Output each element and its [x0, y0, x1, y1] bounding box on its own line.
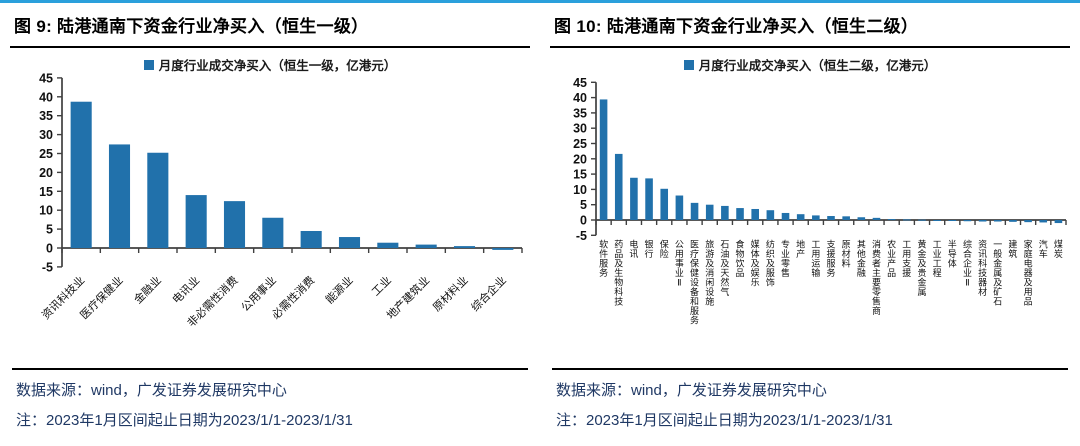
svg-text:35: 35 — [573, 106, 587, 120]
svg-text:黄金及贵金属: 黄金及贵金属 — [917, 238, 926, 296]
svg-text:地产: 地产 — [796, 238, 805, 258]
svg-text:半导体: 半导体 — [948, 238, 957, 268]
figure-10-title: 图 10: 陆港通南下资金行业净买入（恒生二级） — [550, 10, 1070, 48]
figure-9-footer: 数据来源：wind，广发证券发展研究中心 注：2023年1月区间起止日期为202… — [12, 368, 528, 430]
svg-text:5: 5 — [580, 198, 587, 212]
svg-text:医疗保健设备和服务: 医疗保健设备和服务 — [690, 239, 699, 325]
bars — [599, 99, 1063, 224]
figure-panel-10: 图 10: 陆港通南下资金行业净买入（恒生二级） 月度行业成交净买入（恒生二级，… — [540, 3, 1080, 430]
figure-panels: 图 9: 陆港通南下资金行业净买入（恒生一级） 月度行业成交净买入（恒生一级，亿… — [0, 3, 1080, 430]
svg-text:工业: 工业 — [369, 274, 394, 299]
figure-10-legend: 月度行业成交净买入（恒生二级，亿港元） — [550, 55, 1070, 74]
figure-9-chart-area: 月度行业成交净买入（恒生一级，亿港元） 45 40 35 30 25 20 15 10 5 0 -5… — [10, 48, 530, 366]
svg-text:25: 25 — [573, 137, 587, 151]
svg-text:0: 0 — [46, 242, 53, 256]
svg-text:原材料业: 原材料业 — [430, 273, 471, 314]
svg-text:保险: 保险 — [660, 238, 669, 258]
svg-text:公用事业: 公用事业 — [239, 274, 279, 314]
figure-10-source: 数据来源：wind，广发证券发展研究中心 — [556, 382, 827, 399]
svg-text:银行: 银行 — [645, 238, 654, 258]
svg-text:40: 40 — [39, 90, 53, 104]
figure-10-chart-area: 月度行业成交净买入（恒生二级，亿港元） 45 40 35 30 25 20 15 10 5 0 -5… — [550, 48, 1070, 366]
svg-text:45: 45 — [39, 71, 53, 85]
svg-text:45: 45 — [573, 76, 587, 90]
figure-9-source: 数据来源：wind，广发证券发展研究中心 — [16, 382, 287, 399]
svg-text:电讯业: 电讯业 — [170, 274, 203, 307]
svg-text:石油及天然气: 石油及天然气 — [720, 239, 729, 296]
svg-text:农业产品: 农业产品 — [887, 238, 896, 277]
figure-9-title: 图 9: 陆港通南下资金行业净买入（恒生一级） — [10, 10, 530, 48]
axes — [61, 77, 522, 267]
svg-text:金融业: 金融业 — [131, 273, 164, 306]
svg-text:资讯科技器材: 资讯科技器材 — [978, 239, 987, 296]
svg-text:10: 10 — [39, 204, 53, 218]
figure-panel-9: 图 9: 陆港通南下资金行业净买入（恒生一级） 月度行业成交净买入（恒生一级，亿… — [0, 3, 540, 430]
svg-text:工用支援: 工用支援 — [902, 239, 911, 277]
svg-text:药品及生物科技: 药品及生物科技 — [614, 239, 623, 306]
svg-text:建筑: 建筑 — [1008, 238, 1017, 258]
svg-text:汽车: 汽车 — [1039, 238, 1048, 258]
svg-text:食物饮品: 食物饮品 — [736, 238, 745, 277]
figure-10-footer: 数据来源：wind，广发证券发展研究中心 注：2023年1月区间起止日期为202… — [552, 368, 1068, 430]
legend-square-icon — [683, 59, 694, 70]
svg-text:-5: -5 — [576, 229, 587, 243]
svg-text:纺织及服饰: 纺织及服饰 — [766, 238, 775, 287]
svg-text:20: 20 — [573, 152, 587, 166]
svg-text:25: 25 — [39, 147, 53, 161]
svg-text:消费者主要零售商: 消费者主要零售商 — [872, 238, 881, 315]
svg-text:工用运输: 工用运输 — [811, 239, 820, 277]
svg-text:专业零售: 专业零售 — [781, 238, 790, 277]
bars — [70, 101, 514, 250]
svg-text:原材料: 原材料 — [842, 239, 851, 268]
svg-text:能源业: 能源业 — [322, 273, 355, 306]
svg-text:其他金融: 其他金融 — [857, 239, 866, 277]
figure-9-legend-label: 月度行业成交净买入（恒生一级，亿港元） — [158, 59, 397, 73]
svg-text:一般金属及矿石: 一般金属及矿石 — [993, 239, 1002, 306]
svg-text:20: 20 — [39, 166, 53, 180]
svg-text:综合企业: 综合企业 — [468, 273, 509, 314]
svg-text:30: 30 — [39, 128, 53, 142]
svg-text:软件服务: 软件服务 — [599, 238, 608, 277]
svg-text:电讯: 电讯 — [629, 238, 638, 258]
figure-9-legend: 月度行业成交净买入（恒生一级，亿港元） — [10, 55, 530, 74]
svg-text:-5: -5 — [42, 260, 53, 274]
svg-text:家庭电器及用品: 家庭电器及用品 — [1024, 238, 1033, 306]
legend-square-icon — [143, 59, 154, 70]
svg-text:35: 35 — [39, 109, 53, 123]
svg-text:40: 40 — [573, 91, 587, 105]
svg-text:0: 0 — [580, 214, 587, 228]
svg-text:30: 30 — [573, 122, 587, 136]
svg-text:支援服务: 支援服务 — [826, 238, 835, 277]
svg-text:15: 15 — [573, 168, 587, 182]
figure-9-note: 注：2023年1月区间起止日期为2023/1/1-2023/1/31 — [16, 412, 353, 429]
svg-text:旅游及消闲设施: 旅游及消闲设施 — [705, 238, 714, 306]
svg-text:5: 5 — [46, 223, 53, 237]
figure-10-note: 注：2023年1月区间起止日期为2023/1/1-2023/1/31 — [556, 412, 893, 429]
svg-text:工业工程: 工业工程 — [933, 239, 942, 277]
svg-text:媒体及娱乐: 媒体及娱乐 — [751, 239, 760, 287]
svg-text:15: 15 — [39, 185, 53, 199]
svg-text:煤炭: 煤炭 — [1054, 238, 1063, 258]
top-accent-line — [0, 0, 1080, 3]
figure-10-legend-label: 月度行业成交净买入（恒生二级，亿港元） — [698, 59, 937, 73]
svg-text:10: 10 — [573, 183, 587, 197]
